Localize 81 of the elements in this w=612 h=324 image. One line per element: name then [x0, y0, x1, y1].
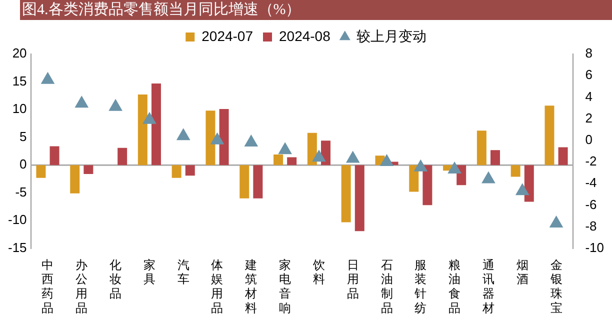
legend-label: 2024-07 — [202, 28, 254, 44]
y2-tick-label: 8 — [585, 46, 592, 61]
x-tick-label: 化妆品 — [110, 258, 122, 301]
bar — [354, 165, 364, 232]
y2-tick-label: 6 — [585, 67, 592, 82]
bar — [36, 165, 46, 178]
x-tick-label: 体娱用品 — [211, 258, 224, 315]
point — [414, 160, 428, 172]
y-tick-label: -10 — [8, 212, 27, 228]
point — [516, 184, 529, 196]
x-tick-label: 中西药品 — [42, 258, 54, 315]
point — [108, 99, 122, 111]
bar — [307, 132, 317, 166]
y-tick-label: 0 — [20, 156, 27, 172]
point — [176, 128, 190, 140]
y-tick-label: 15 — [12, 73, 27, 88]
bar — [422, 165, 432, 206]
bar — [185, 165, 195, 176]
bar — [206, 110, 216, 166]
bar — [240, 165, 250, 198]
y-tick-label: -15 — [8, 240, 27, 255]
x-tick-label: 烟酒 — [516, 258, 528, 286]
point — [142, 112, 156, 124]
x-tick-label: 建筑材料 — [244, 258, 258, 315]
x-tick-label: 石油制品 — [380, 258, 393, 315]
y2-tick-label: -10 — [585, 240, 604, 255]
point — [75, 96, 88, 108]
x-tick-label: 服装针纺 — [414, 258, 427, 315]
x-tick-label: 饮料 — [312, 258, 325, 286]
bar — [320, 140, 330, 166]
bar — [524, 165, 534, 202]
bar — [490, 150, 500, 166]
point — [550, 216, 563, 228]
x-tick-label: 家电音响 — [279, 258, 292, 315]
bar — [50, 146, 60, 166]
bar — [84, 165, 94, 174]
x-tick-label: 通讯器材 — [481, 258, 494, 315]
bar — [138, 94, 148, 166]
point — [482, 172, 496, 184]
y2-tick-label: 0 — [585, 132, 592, 147]
y-tick-label: 10 — [12, 101, 27, 116]
bar — [274, 154, 284, 166]
y2-tick-label: 2 — [585, 110, 592, 126]
bar — [341, 165, 351, 222]
point — [210, 132, 224, 144]
legend-label: 2024-08 — [279, 28, 331, 44]
bar — [253, 165, 263, 198]
bar — [219, 108, 229, 166]
x-tick-label: 汽车 — [177, 258, 190, 286]
x-tick-label: 粮油食品 — [448, 258, 461, 315]
y2-tick-label: -2 — [585, 154, 597, 169]
point — [346, 151, 360, 163]
x-tick-label: 金银珠宝 — [549, 258, 562, 315]
y2-tick-label: -4 — [585, 175, 597, 190]
point — [312, 150, 326, 162]
point — [278, 142, 292, 154]
legend-label: 较上月变动 — [356, 28, 426, 44]
bar — [476, 130, 486, 166]
y-tick-label: 5 — [20, 128, 27, 144]
bar — [118, 148, 128, 166]
x-tick-label: 日用品 — [346, 258, 359, 301]
chart-title: 图4.各类消费品零售额当月同比增速（%） — [20, 0, 612, 20]
point — [41, 72, 54, 84]
bar — [510, 165, 520, 177]
x-tick-label: 办公用品 — [76, 258, 88, 315]
y2-tick-label: -8 — [585, 218, 597, 234]
y2-tick-label: 4 — [585, 88, 592, 104]
bar — [544, 106, 554, 166]
bar — [172, 165, 182, 178]
point — [380, 154, 394, 166]
x-tick-label: 家具 — [143, 258, 156, 286]
bar — [558, 147, 568, 166]
bar — [287, 157, 297, 166]
y2-tick-label: -6 — [585, 196, 597, 212]
point — [448, 162, 462, 174]
y-tick-label: -5 — [15, 184, 27, 200]
point — [244, 135, 258, 147]
bar — [70, 165, 80, 194]
bar — [151, 83, 161, 166]
y-tick-label: 20 — [12, 46, 27, 61]
bar — [409, 165, 419, 192]
